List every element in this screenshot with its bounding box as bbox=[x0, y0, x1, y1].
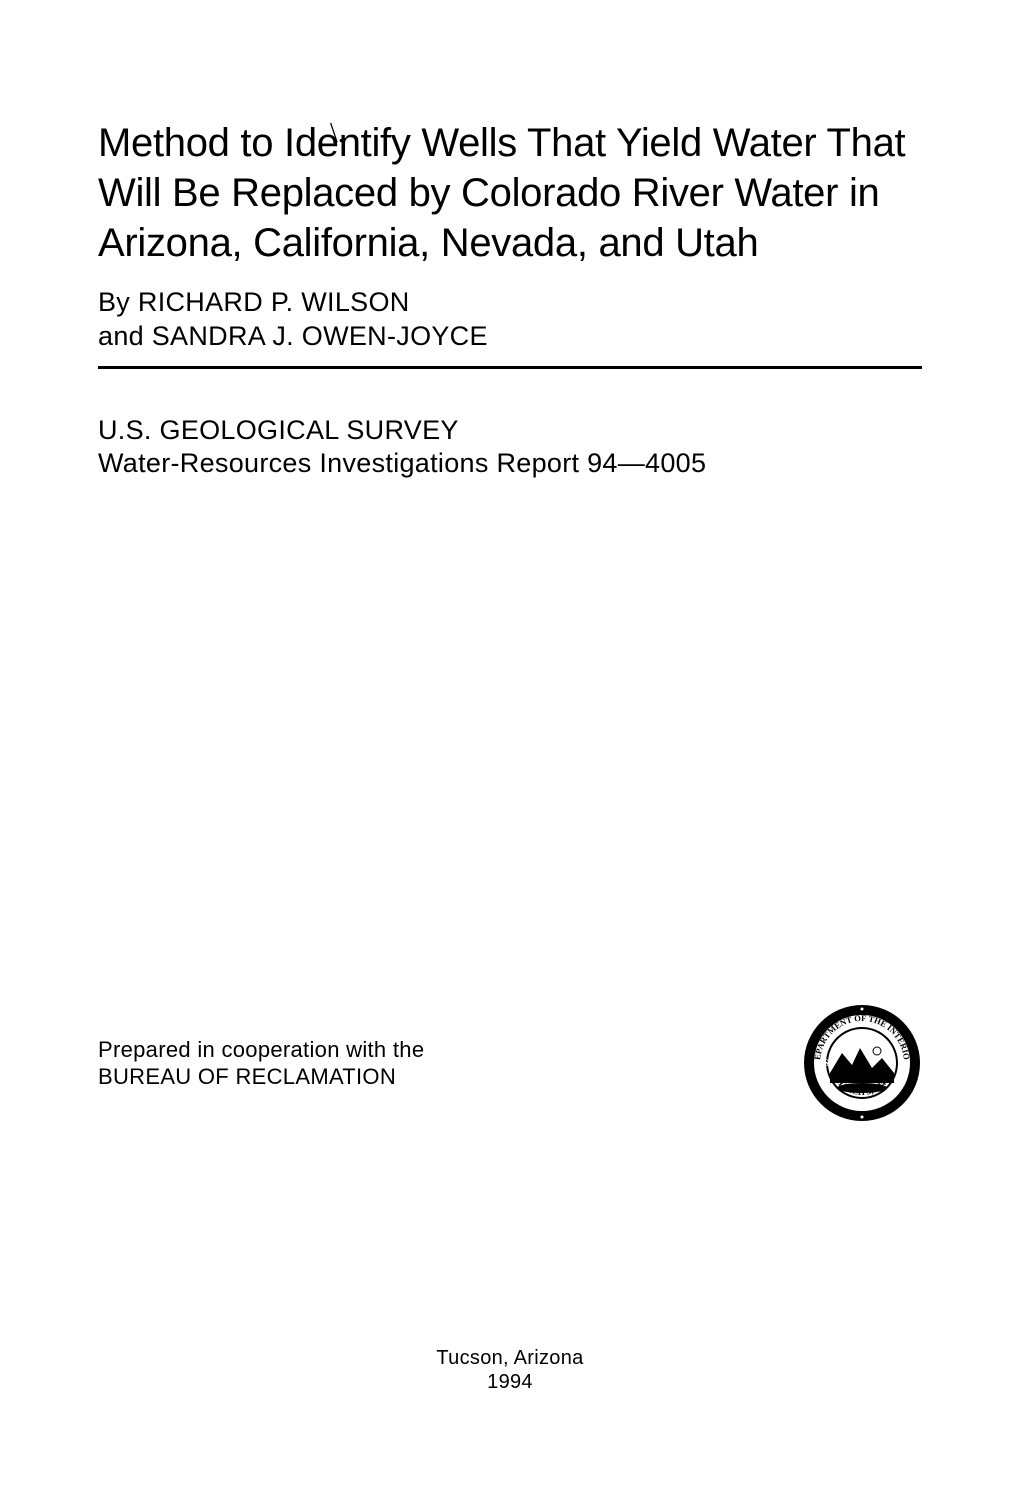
publication-location: Tucson, Arizona 1994 bbox=[0, 1346, 1020, 1394]
cooperation-text: Prepared in cooperation with the BUREAU … bbox=[98, 1036, 424, 1091]
document-title: Method to Identify Wells That Yield Wate… bbox=[98, 118, 922, 268]
seal-svg: DEPARTMENT OF THE INTERIOR MARCH 3, 1849… bbox=[802, 1003, 922, 1123]
location-year: 1994 bbox=[0, 1370, 1020, 1394]
doi-seal-icon: DEPARTMENT OF THE INTERIOR MARCH 3, 1849… bbox=[802, 1003, 922, 1123]
cooperation-line-1: Prepared in cooperation with the bbox=[98, 1036, 424, 1064]
report-number: Water-Resources Investigations Report 94… bbox=[98, 448, 922, 479]
location-city: Tucson, Arizona bbox=[0, 1346, 1020, 1370]
page-artifact-smudge: \. bbox=[330, 118, 345, 150]
author-line-1: By RICHARD P. WILSON bbox=[98, 286, 922, 320]
seal-side-text: U.S. bbox=[815, 1058, 831, 1068]
agency-name: U.S. GEOLOGICAL SURVEY bbox=[98, 415, 922, 446]
author-line-2: and SANDRA J. OWEN-JOYCE bbox=[98, 320, 922, 354]
cooperation-line-2: BUREAU OF RECLAMATION bbox=[98, 1063, 424, 1091]
cooperation-row: Prepared in cooperation with the BUREAU … bbox=[98, 1003, 922, 1123]
title-divider bbox=[98, 366, 922, 369]
authors-block: By RICHARD P. WILSON and SANDRA J. OWEN-… bbox=[98, 286, 922, 354]
